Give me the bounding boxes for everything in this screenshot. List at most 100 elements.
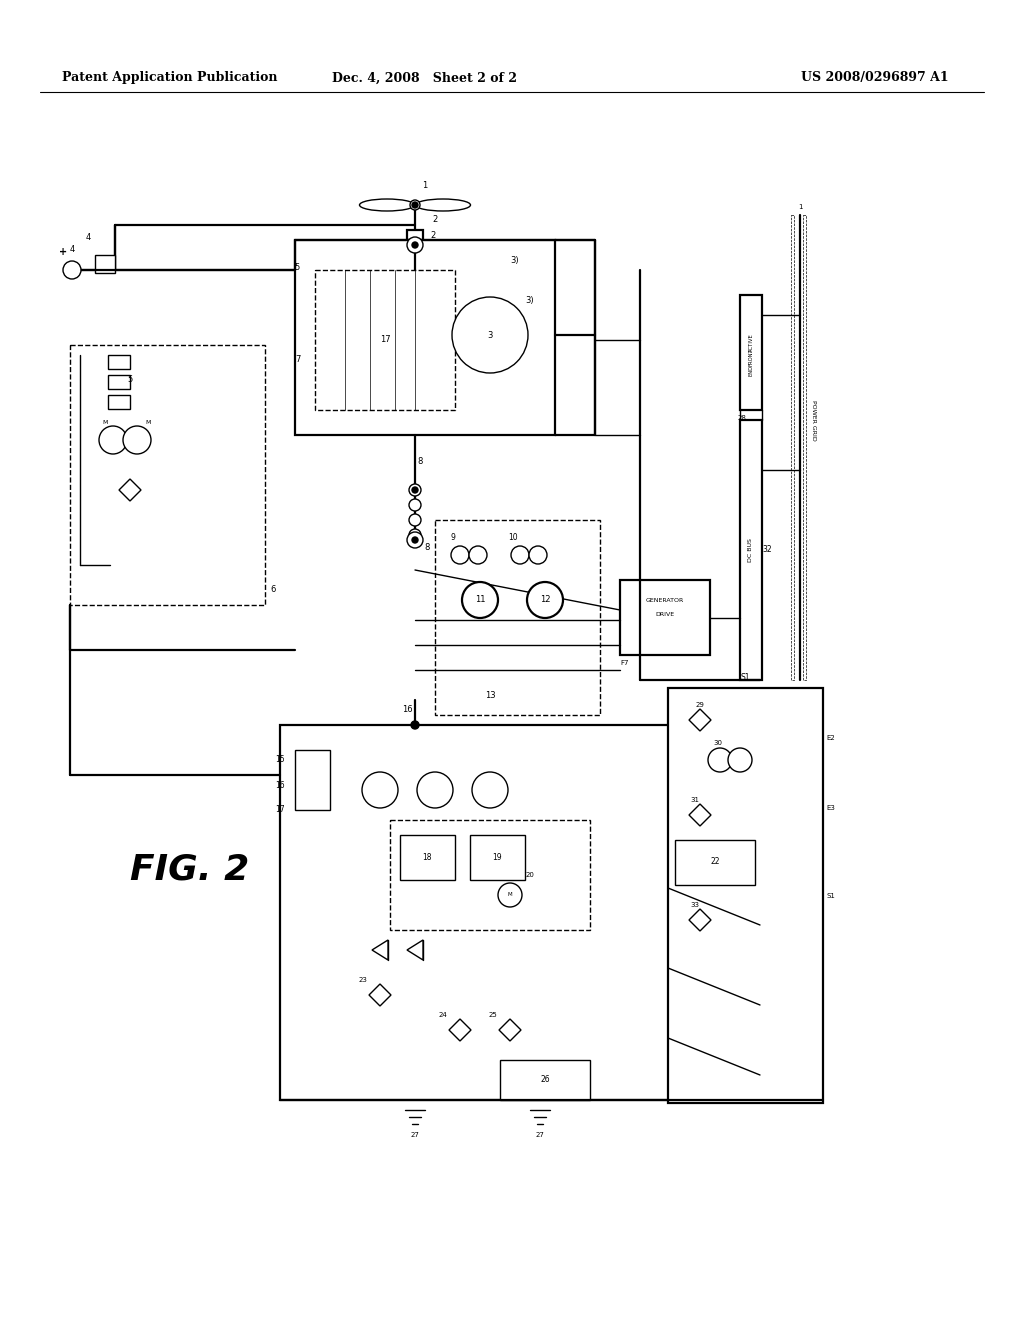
Ellipse shape xyxy=(416,199,470,211)
Text: 5: 5 xyxy=(127,375,133,384)
Bar xyxy=(407,230,423,240)
Polygon shape xyxy=(499,1019,521,1041)
Bar xyxy=(620,579,710,655)
Bar xyxy=(668,688,823,1104)
Text: 27: 27 xyxy=(411,1133,420,1138)
Circle shape xyxy=(527,582,563,618)
Bar xyxy=(740,420,762,680)
Circle shape xyxy=(99,426,127,454)
Circle shape xyxy=(63,261,81,279)
Circle shape xyxy=(412,537,418,543)
Text: 6: 6 xyxy=(270,586,275,594)
Text: 25: 25 xyxy=(488,1012,498,1018)
Text: Patent Application Publication: Patent Application Publication xyxy=(62,71,278,84)
Text: 5: 5 xyxy=(294,264,300,272)
Circle shape xyxy=(708,748,732,772)
Circle shape xyxy=(529,546,547,564)
Text: M: M xyxy=(508,892,512,898)
Circle shape xyxy=(469,546,487,564)
Polygon shape xyxy=(689,909,711,931)
Circle shape xyxy=(407,238,423,253)
Bar xyxy=(435,520,600,715)
Text: E2: E2 xyxy=(826,735,836,741)
Text: 8: 8 xyxy=(418,458,423,466)
Polygon shape xyxy=(369,983,391,1006)
Bar xyxy=(280,725,760,1100)
Text: ACTIVE: ACTIVE xyxy=(749,333,754,352)
Text: 2: 2 xyxy=(432,215,437,224)
Text: 33: 33 xyxy=(690,902,699,908)
Text: 11: 11 xyxy=(475,595,485,605)
Polygon shape xyxy=(689,709,711,731)
Text: 29: 29 xyxy=(695,702,705,708)
Circle shape xyxy=(409,484,421,496)
Text: 30: 30 xyxy=(714,741,723,746)
Text: 13: 13 xyxy=(484,690,496,700)
Polygon shape xyxy=(372,940,388,960)
Polygon shape xyxy=(407,940,423,960)
Text: 7: 7 xyxy=(295,355,301,364)
Bar xyxy=(470,836,525,880)
Text: END: END xyxy=(749,364,754,376)
Circle shape xyxy=(462,582,498,618)
Bar xyxy=(400,836,455,880)
Circle shape xyxy=(362,772,398,808)
Polygon shape xyxy=(689,804,711,826)
Circle shape xyxy=(728,748,752,772)
Circle shape xyxy=(498,883,522,907)
Text: Dec. 4, 2008   Sheet 2 of 2: Dec. 4, 2008 Sheet 2 of 2 xyxy=(333,71,517,84)
Bar xyxy=(791,215,794,680)
Circle shape xyxy=(409,499,421,511)
Bar xyxy=(803,215,806,680)
Bar xyxy=(108,355,130,370)
Circle shape xyxy=(409,529,421,541)
Bar xyxy=(295,240,555,436)
Text: 26: 26 xyxy=(541,1076,550,1085)
Circle shape xyxy=(417,772,453,808)
Bar xyxy=(295,750,330,810)
Text: US 2008/0296897 A1: US 2008/0296897 A1 xyxy=(801,71,949,84)
Text: 4: 4 xyxy=(85,234,91,243)
Bar xyxy=(108,375,130,389)
Circle shape xyxy=(511,546,529,564)
Circle shape xyxy=(472,772,508,808)
Text: 15: 15 xyxy=(275,755,285,764)
Text: 10: 10 xyxy=(508,533,518,543)
Text: M: M xyxy=(102,420,108,425)
Circle shape xyxy=(412,487,418,492)
Text: 20: 20 xyxy=(525,873,535,878)
Text: 17: 17 xyxy=(275,805,285,814)
Bar xyxy=(95,255,115,273)
Circle shape xyxy=(407,532,423,548)
Text: DC BUS: DC BUS xyxy=(749,539,754,562)
Text: FIG. 2: FIG. 2 xyxy=(130,853,249,887)
Text: 22: 22 xyxy=(711,858,720,866)
Circle shape xyxy=(123,426,151,454)
Text: F7: F7 xyxy=(621,660,630,667)
Text: S1: S1 xyxy=(826,892,836,899)
Text: 32: 32 xyxy=(762,545,772,554)
Text: 31: 31 xyxy=(690,797,699,803)
Text: 1: 1 xyxy=(798,205,802,210)
Text: GENERATOR: GENERATOR xyxy=(646,598,684,602)
Text: M: M xyxy=(145,420,151,425)
Text: S1: S1 xyxy=(740,673,751,682)
Text: 8: 8 xyxy=(424,544,430,553)
Bar xyxy=(70,345,265,605)
Polygon shape xyxy=(449,1019,471,1041)
Text: 23: 23 xyxy=(358,977,368,983)
Text: 12: 12 xyxy=(540,595,550,605)
Text: 1: 1 xyxy=(422,181,428,190)
Text: 9: 9 xyxy=(451,533,456,543)
Text: E3: E3 xyxy=(826,805,836,810)
Text: 17: 17 xyxy=(380,335,390,345)
Circle shape xyxy=(412,242,418,248)
Bar xyxy=(740,294,762,411)
Text: 16: 16 xyxy=(401,705,413,714)
Text: 28: 28 xyxy=(737,414,746,421)
Bar xyxy=(675,840,755,884)
Bar xyxy=(108,395,130,409)
Text: 24: 24 xyxy=(438,1012,447,1018)
Circle shape xyxy=(411,721,419,729)
Text: 2: 2 xyxy=(430,231,435,239)
